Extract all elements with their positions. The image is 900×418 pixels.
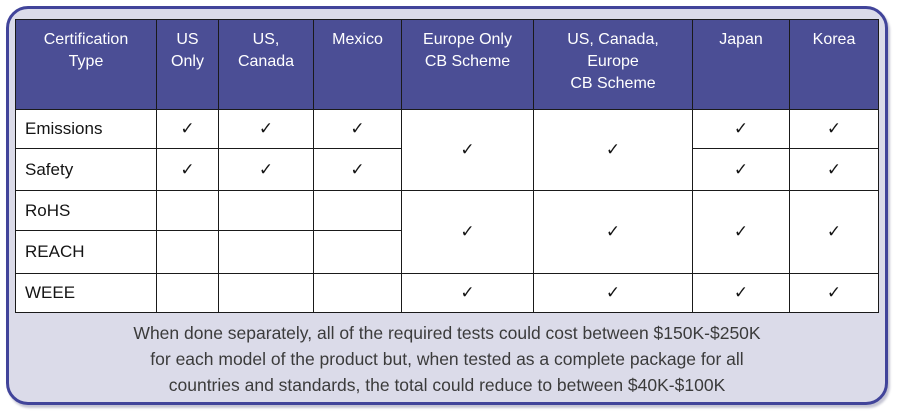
check-cell-rohs-reach-us-ca-eu-cb: ✓	[533, 190, 693, 274]
table-row-emissions: Emissions ✓ ✓ ✓ ✓ ✓ ✓ ✓	[15, 109, 879, 191]
table-row-reach: REACH	[15, 230, 879, 274]
check-cell-safety-us-only: ✓	[156, 148, 219, 191]
row-label-rohs: RoHS	[15, 190, 157, 231]
column-header-japan: Japan	[692, 19, 790, 110]
check-cell-reach-mexico	[313, 230, 402, 274]
check-cell-weee-europe-cb: ✓	[401, 273, 534, 313]
table-row-safety: Safety ✓ ✓ ✓ ✓ ✓	[15, 148, 879, 191]
certification-requirements-table: Certification Type US Only US, Canada Me…	[15, 19, 879, 313]
check-cell-rohs-us-canada	[218, 190, 314, 231]
check-cell-emissions-safety-europe-cb: ✓	[401, 109, 534, 191]
row-label-reach: REACH	[15, 230, 157, 274]
check-cell-weee-korea: ✓	[789, 273, 879, 313]
check-cell-safety-japan: ✓	[692, 148, 790, 191]
check-cell-weee-us-ca-eu-cb: ✓	[533, 273, 693, 313]
row-label-safety: Safety	[15, 148, 157, 191]
check-cell-reach-us-canada	[218, 230, 314, 274]
column-header-mexico: Mexico	[313, 19, 402, 110]
check-cell-emissions-us-only: ✓	[156, 109, 219, 149]
check-cell-emissions-safety-us-ca-eu-cb: ✓	[533, 109, 693, 191]
row-label-weee: WEEE	[15, 273, 157, 313]
check-cell-rohs-mexico	[313, 190, 402, 231]
column-header-europe-only-cb-scheme: Europe Only CB Scheme	[401, 19, 534, 110]
check-cell-weee-us-only	[156, 273, 219, 313]
check-cell-emissions-mexico: ✓	[313, 109, 402, 149]
check-cell-weee-mexico	[313, 273, 402, 313]
check-cell-rohs-reach-europe-cb: ✓	[401, 190, 534, 274]
check-cell-emissions-japan: ✓	[692, 109, 790, 149]
table-header-row: Certification Type US Only US, Canada Me…	[15, 19, 879, 110]
check-cell-weee-japan: ✓	[692, 273, 790, 313]
table-row-rohs: RoHS ✓ ✓ ✓ ✓	[15, 190, 879, 274]
column-header-us-canada-europe-cb-scheme: US, Canada, Europe CB Scheme	[533, 19, 693, 110]
check-cell-safety-korea: ✓	[789, 148, 879, 191]
column-header-us-only: US Only	[156, 19, 219, 110]
column-header-korea: Korea	[789, 19, 879, 110]
check-cell-emissions-korea: ✓	[789, 109, 879, 149]
column-header-us-canada: US, Canada	[218, 19, 314, 110]
check-cell-safety-us-canada: ✓	[218, 148, 314, 191]
table-row-weee: WEEE ✓ ✓ ✓ ✓	[15, 273, 879, 313]
certification-cost-panel: Certification Type US Only US, Canada Me…	[6, 6, 888, 405]
check-cell-weee-us-canada	[218, 273, 314, 313]
row-label-emissions: Emissions	[15, 109, 157, 149]
cost-summary-caption: When done separately, all of the require…	[133, 323, 761, 395]
column-header-certification-type: Certification Type	[15, 19, 157, 110]
check-cell-reach-us-only	[156, 230, 219, 274]
check-cell-rohs-reach-korea: ✓	[789, 190, 879, 274]
check-cell-rohs-us-only	[156, 190, 219, 231]
check-cell-safety-mexico: ✓	[313, 148, 402, 191]
check-cell-rohs-reach-japan: ✓	[692, 190, 790, 274]
check-cell-emissions-us-canada: ✓	[218, 109, 314, 149]
